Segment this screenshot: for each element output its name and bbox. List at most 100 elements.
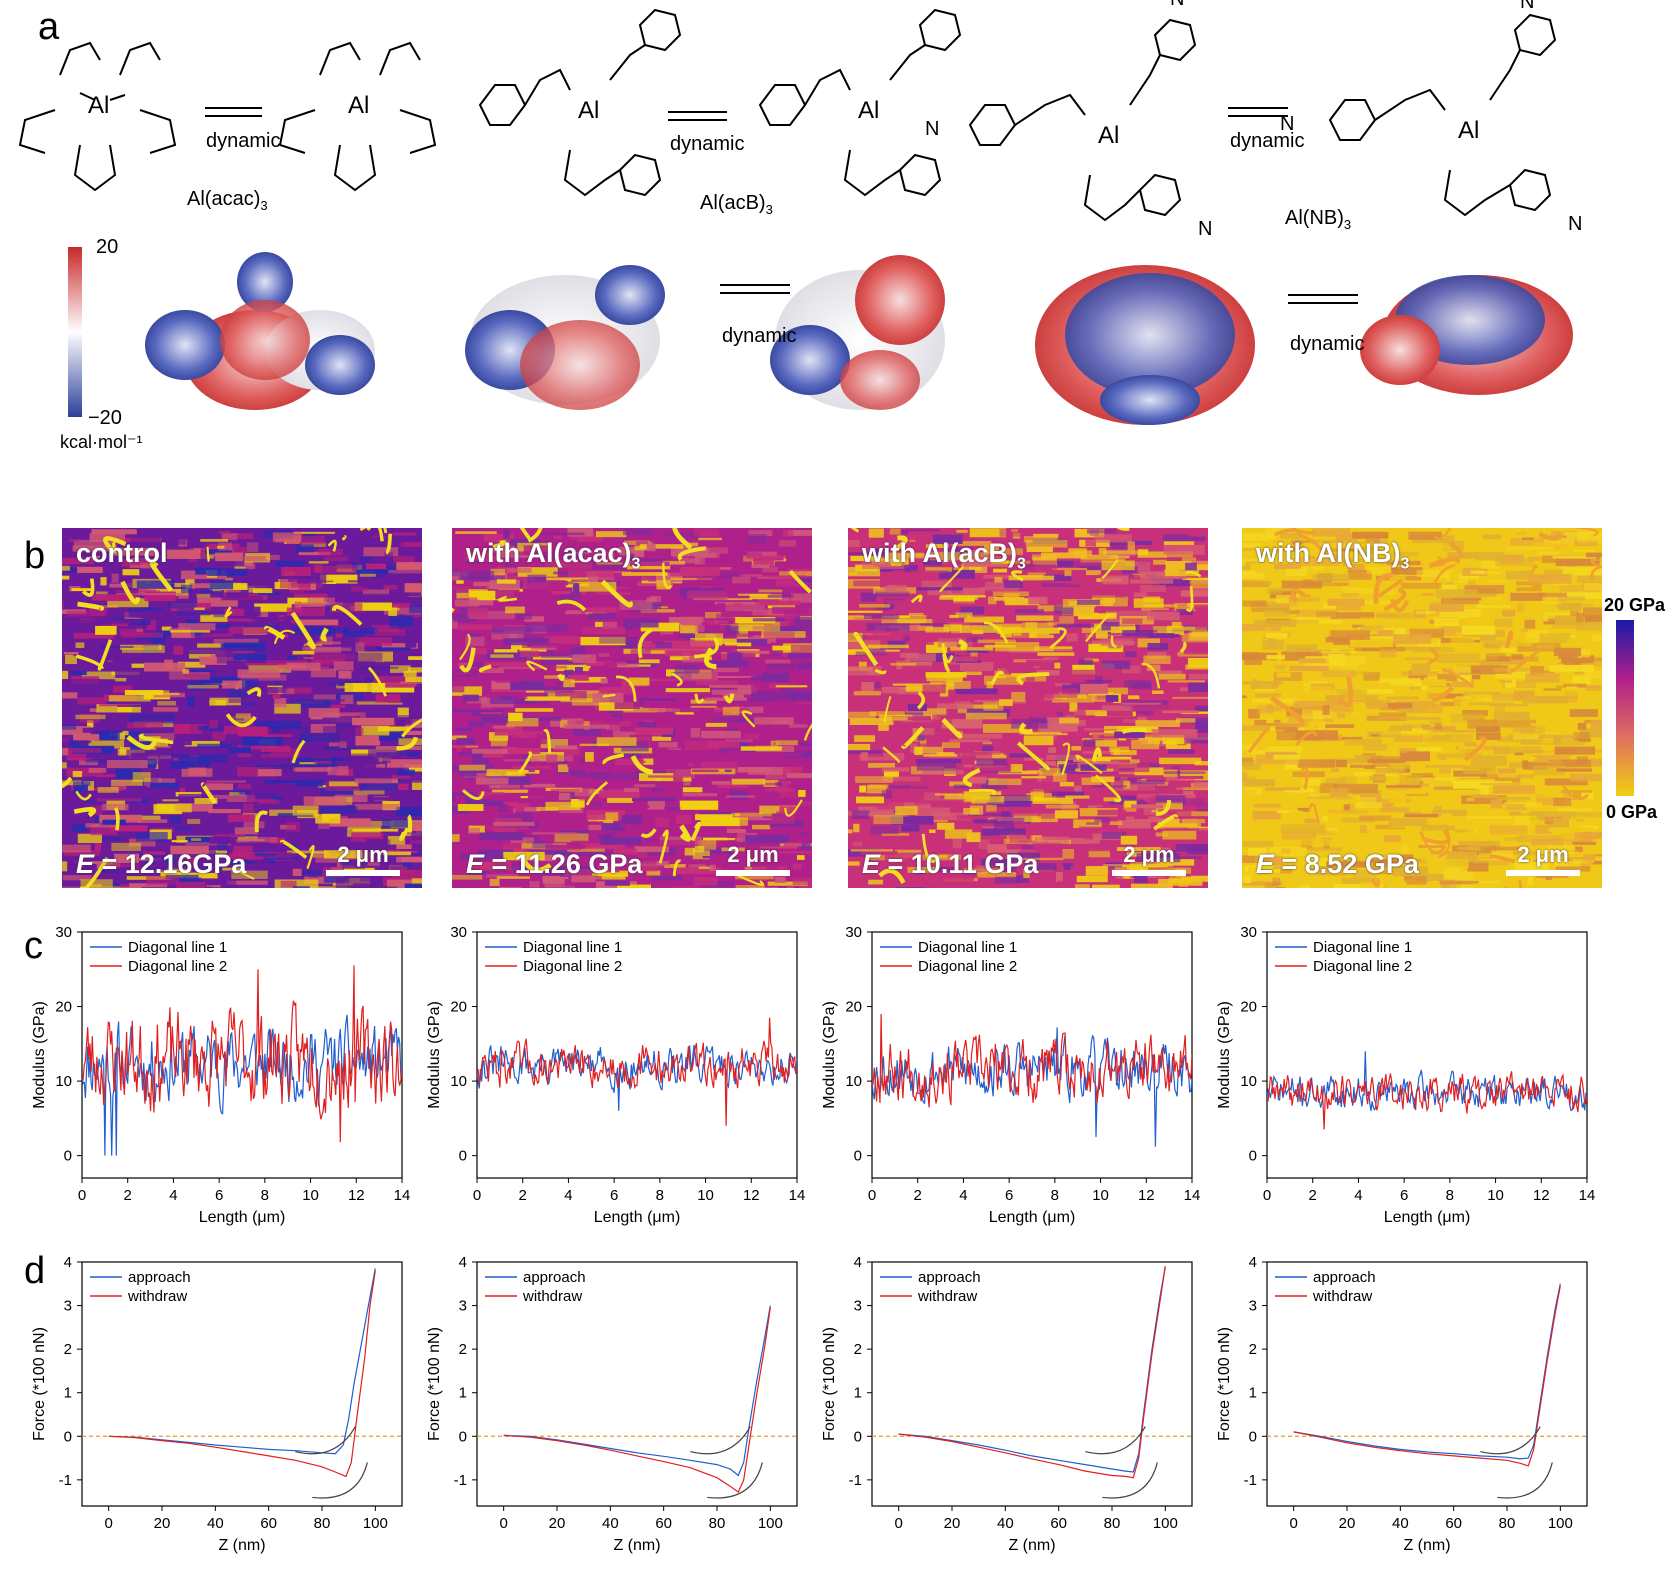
y-tick-label: -1 [454, 1472, 467, 1489]
y-axis-label: Force (*100 nN) [821, 1327, 838, 1441]
x-tick-label: 0 [499, 1515, 507, 1532]
svg-text:Al: Al [348, 92, 369, 119]
plot-frame [81, 1261, 403, 1507]
y-tick-label: 1 [459, 1385, 467, 1402]
x-axis-label: Z (nm) [1008, 1537, 1055, 1554]
x-tick-label: 80 [1104, 1515, 1121, 1532]
y-tick-label: 0 [854, 1428, 862, 1445]
x-axis-label: Z (nm) [613, 1537, 660, 1554]
y-tick-label: -1 [59, 1472, 72, 1489]
esp-surface-5 [1360, 275, 1573, 395]
esp-surfaces [145, 252, 1573, 425]
legend-label: Diagonal line 1 [918, 939, 1017, 956]
x-tick-label: 2 [1309, 1187, 1317, 1204]
svg-text:N: N [1170, 0, 1184, 10]
x-tick-label: 6 [1005, 1187, 1013, 1204]
al-acac-structure-left: Al [18, 41, 177, 192]
x-tick-label: 80 [1499, 1515, 1516, 1532]
afm-colorbar-min: 0 GPa [1606, 802, 1658, 822]
y-tick-label: 10 [450, 1073, 467, 1090]
series-line-2 [872, 1013, 1192, 1108]
x-axis-label: Length (μm) [199, 1209, 286, 1226]
x-tick-label: 60 [260, 1515, 277, 1532]
series-line-2 [108, 1270, 376, 1478]
x-tick-label: 20 [944, 1515, 961, 1532]
y-tick-label: 10 [55, 1073, 72, 1090]
dynamic-label-1: dynamic [206, 130, 281, 152]
y-tick-label: 0 [64, 1148, 72, 1165]
esp-surface-2 [465, 265, 665, 410]
afm-map-control: control E = 12.16GPa 2 μm [62, 528, 422, 888]
y-tick-label: 4 [459, 1254, 467, 1271]
esp-surface-4 [1035, 265, 1255, 425]
svg-text:Al: Al [1458, 117, 1479, 144]
approach-arrow [690, 1426, 751, 1455]
x-tick-label: 0 [1289, 1515, 1297, 1532]
scale-bar: 2 μm [716, 842, 790, 876]
al-nb-structure-right: Al N N N [1280, 0, 1582, 235]
legend-label: approach [918, 1269, 981, 1286]
y-axis-label: Modulus (GPa) [821, 1001, 838, 1109]
plot-frame [476, 1261, 798, 1507]
x-tick-label: 4 [564, 1187, 572, 1204]
series-line-1 [1293, 1283, 1561, 1460]
panel-d-letter: d [24, 1250, 46, 1292]
x-axis-label: Length (μm) [594, 1209, 681, 1226]
al-acac-structure-right: Al [278, 41, 437, 192]
series-line-2 [82, 965, 402, 1143]
y-tick-label: 10 [845, 1073, 862, 1090]
x-tick-label: 100 [1153, 1515, 1178, 1532]
x-tick-label: 12 [348, 1187, 365, 1204]
y-axis-label: Modulus (GPa) [426, 1001, 443, 1109]
series-line-2 [1267, 1071, 1587, 1130]
svg-text:N: N [1568, 213, 1582, 235]
x-tick-label: 100 [363, 1515, 388, 1532]
afm-title: control [76, 538, 168, 568]
x-tick-label: 20 [1339, 1515, 1356, 1532]
afm-colorbar [1616, 620, 1634, 796]
dynamic-label-5: dynamic [1290, 333, 1365, 355]
approach-arrow [295, 1426, 356, 1455]
equilibrium-arrow-3 [1228, 107, 1288, 117]
x-tick-label: 100 [758, 1515, 783, 1532]
y-tick-label: 30 [845, 924, 862, 941]
dynamic-label-2: dynamic [670, 133, 745, 155]
label-al-nb: Al(NB)3 [1285, 207, 1352, 232]
afm-modulus-value: E = 12.16GPa [76, 849, 247, 879]
y-tick-label: 3 [64, 1298, 72, 1315]
esp-colorbar-max: 20 [96, 236, 119, 258]
plot-frame [476, 931, 798, 1179]
x-tick-label: 10 [1092, 1187, 1109, 1204]
force-curve-chart-2: 0 20 40 60 80 100 -1 0 1 2 3 4 Z (nm) Force (*100 nN)… [426, 1254, 798, 1554]
x-axis-label: Length (μm) [1384, 1209, 1471, 1226]
x-tick-label: 60 [1445, 1515, 1462, 1532]
y-tick-label: 2 [1249, 1341, 1257, 1358]
x-tick-label: 100 [1548, 1515, 1573, 1532]
y-tick-label: 1 [854, 1385, 862, 1402]
scale-bar: 2 μm [1506, 842, 1580, 876]
al-nb-structure-left: Al N N N [925, 0, 1212, 240]
series-line-2 [477, 1017, 797, 1126]
x-tick-label: 0 [78, 1187, 86, 1204]
x-tick-label: 14 [1579, 1187, 1595, 1204]
afm-modulus-value: E = 8.52 GPa [1256, 849, 1419, 879]
y-tick-label: 4 [64, 1254, 72, 1271]
withdraw-arrow [312, 1462, 368, 1499]
y-tick-label: 30 [1240, 924, 1257, 941]
scale-bar: 2 μm [326, 842, 400, 876]
afm-map-al-nb: with Al(NB)3 E = 8.52 GPa 2 μm [1242, 528, 1602, 888]
modulus-profile-chart-4: 0 2 4 6 8 10 12 14 0 10 20 30 Length (μm) Modulus (GP… [1216, 924, 1595, 1226]
afm-texture [62, 528, 422, 888]
svg-text:N: N [1198, 218, 1212, 240]
x-tick-label: 10 [302, 1187, 319, 1204]
y-tick-label: 0 [854, 1148, 862, 1165]
al-acb-structure-right: Al [758, 8, 962, 197]
legend-label: Diagonal line 1 [1313, 939, 1412, 956]
x-tick-label: 14 [789, 1187, 805, 1204]
x-tick-label: 0 [473, 1187, 481, 1204]
esp-surface-1 [145, 252, 375, 410]
x-tick-label: 8 [1051, 1187, 1059, 1204]
legend-label: withdraw [917, 1288, 977, 1305]
x-tick-label: 20 [154, 1515, 171, 1532]
x-tick-label: 2 [914, 1187, 922, 1204]
